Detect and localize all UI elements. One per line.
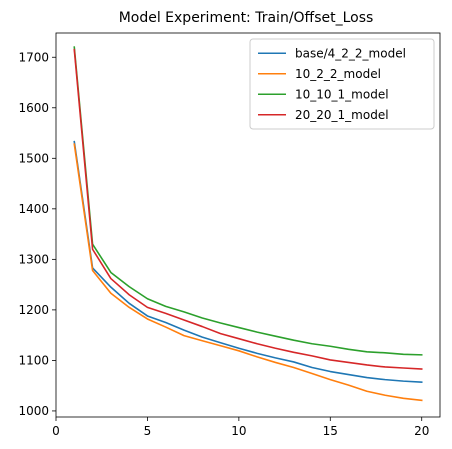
y-tick-label: 1200	[18, 303, 49, 317]
x-tick-label: 10	[231, 424, 246, 438]
y-tick-label: 1500	[18, 151, 49, 165]
y-tick-label: 1600	[18, 101, 49, 115]
x-tick-label: 0	[52, 424, 60, 438]
chart-title: Model Experiment: Train/Offset_Loss	[119, 10, 374, 26]
x-tick-label: 5	[144, 424, 152, 438]
y-tick-label: 1700	[18, 50, 49, 64]
legend-label: 20_20_1_model	[295, 108, 389, 122]
x-tick-label: 20	[414, 424, 429, 438]
y-tick-label: 1100	[18, 353, 49, 367]
legend: base/4_2_2_model 10_2_2_model 10_10_1_mode…	[250, 39, 434, 129]
y-tick-label: 1000	[18, 404, 49, 418]
y-tick-label: 1400	[18, 202, 49, 216]
legend-label: base/4_2_2_model	[295, 46, 406, 60]
y-axis: 1000 1100 1200 1300 1400 1500 1600 1700	[18, 50, 56, 418]
x-tick-label: 15	[323, 424, 338, 438]
legend-label: 10_10_1_model	[295, 87, 389, 101]
legend-label: 10_2_2_model	[295, 67, 381, 81]
x-axis: 0 5 10 15 20	[52, 417, 429, 438]
y-tick-label: 1300	[18, 252, 49, 266]
